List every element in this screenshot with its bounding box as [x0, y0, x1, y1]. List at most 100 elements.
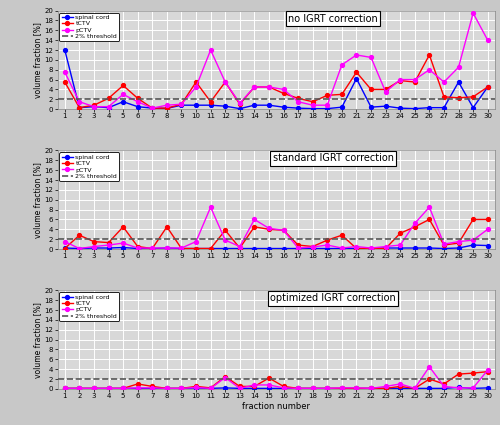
- pCTV: [310, 103, 316, 108]
- tCTV: [178, 102, 184, 107]
- spinal cord: [222, 104, 228, 109]
- spinal cord: [106, 105, 112, 110]
- spinal cord: [120, 245, 126, 250]
- tCTV: [150, 246, 156, 251]
- tCTV: [208, 385, 214, 391]
- tCTV: [441, 243, 447, 248]
- tCTV: [91, 103, 97, 108]
- tCTV: [91, 239, 97, 244]
- pCTV: [252, 217, 258, 222]
- Line: tCTV: tCTV: [63, 370, 490, 390]
- pCTV: [178, 246, 184, 251]
- tCTV: [120, 386, 126, 391]
- Line: spinal cord: spinal cord: [63, 48, 490, 110]
- tCTV: [324, 93, 330, 98]
- tCTV: [295, 96, 301, 101]
- spinal cord: [368, 246, 374, 251]
- tCTV: [106, 96, 112, 101]
- tCTV: [193, 384, 199, 389]
- spinal cord: [441, 386, 447, 391]
- pCTV: [310, 244, 316, 249]
- pCTV: [441, 79, 447, 85]
- pCTV: [164, 386, 170, 391]
- Line: pCTV: pCTV: [63, 365, 490, 390]
- pCTV: [134, 246, 140, 251]
- pCTV: [150, 105, 156, 111]
- tCTV: [310, 386, 316, 391]
- spinal cord: [91, 104, 97, 109]
- pCTV: [310, 386, 316, 391]
- pCTV: [368, 386, 374, 391]
- spinal cord: [120, 386, 126, 391]
- spinal cord: [397, 386, 403, 391]
- tCTV: [426, 377, 432, 382]
- pCTV: [456, 239, 462, 244]
- tCTV: [426, 52, 432, 57]
- pCTV: [354, 385, 360, 391]
- pCTV: [339, 246, 345, 251]
- Line: pCTV: pCTV: [63, 205, 490, 250]
- spinal cord: [150, 105, 156, 111]
- tCTV: [252, 224, 258, 230]
- tCTV: [193, 246, 199, 251]
- Line: tCTV: tCTV: [63, 53, 490, 110]
- tCTV: [456, 371, 462, 377]
- spinal cord: [397, 105, 403, 111]
- tCTV: [222, 79, 228, 85]
- 2% threshold: [62, 97, 68, 102]
- spinal cord: [354, 386, 360, 391]
- pCTV: [120, 386, 126, 391]
- tCTV: [106, 240, 112, 245]
- tCTV: [295, 243, 301, 248]
- pCTV: [382, 89, 388, 94]
- spinal cord: [426, 105, 432, 110]
- pCTV: [62, 239, 68, 244]
- spinal cord: [120, 99, 126, 104]
- tCTV: [368, 386, 374, 391]
- spinal cord: [310, 246, 316, 251]
- tCTV: [62, 386, 68, 391]
- pCTV: [368, 55, 374, 60]
- pCTV: [295, 99, 301, 104]
- pCTV: [252, 382, 258, 388]
- tCTV: [310, 244, 316, 249]
- pCTV: [222, 238, 228, 243]
- pCTV: [134, 385, 140, 391]
- spinal cord: [178, 386, 184, 391]
- pCTV: [426, 364, 432, 369]
- spinal cord: [295, 386, 301, 391]
- tCTV: [397, 384, 403, 389]
- spinal cord: [62, 246, 68, 251]
- spinal cord: [266, 386, 272, 391]
- spinal cord: [134, 386, 140, 391]
- spinal cord: [354, 76, 360, 81]
- spinal cord: [208, 246, 214, 251]
- spinal cord: [382, 104, 388, 109]
- spinal cord: [91, 386, 97, 391]
- tCTV: [178, 246, 184, 251]
- pCTV: [76, 99, 82, 104]
- spinal cord: [426, 246, 432, 251]
- pCTV: [339, 62, 345, 67]
- spinal cord: [134, 104, 140, 109]
- tCTV: [354, 246, 360, 251]
- pCTV: [193, 385, 199, 390]
- pCTV: [150, 385, 156, 391]
- tCTV: [339, 386, 345, 391]
- spinal cord: [150, 386, 156, 391]
- tCTV: [266, 376, 272, 381]
- pCTV: [106, 243, 112, 248]
- spinal cord: [134, 246, 140, 251]
- tCTV: [208, 246, 214, 251]
- Legend: spinal cord, tCTV, pCTV, 2% threshold: spinal cord, tCTV, pCTV, 2% threshold: [60, 153, 120, 181]
- spinal cord: [324, 106, 330, 111]
- spinal cord: [470, 386, 476, 391]
- Legend: spinal cord, tCTV, pCTV, 2% threshold: spinal cord, tCTV, pCTV, 2% threshold: [60, 292, 120, 321]
- 2% threshold: [62, 237, 68, 242]
- pCTV: [382, 384, 388, 389]
- tCTV: [91, 386, 97, 391]
- tCTV: [280, 91, 286, 96]
- 2% threshold: [62, 377, 68, 382]
- pCTV: [397, 243, 403, 248]
- pCTV: [397, 77, 403, 82]
